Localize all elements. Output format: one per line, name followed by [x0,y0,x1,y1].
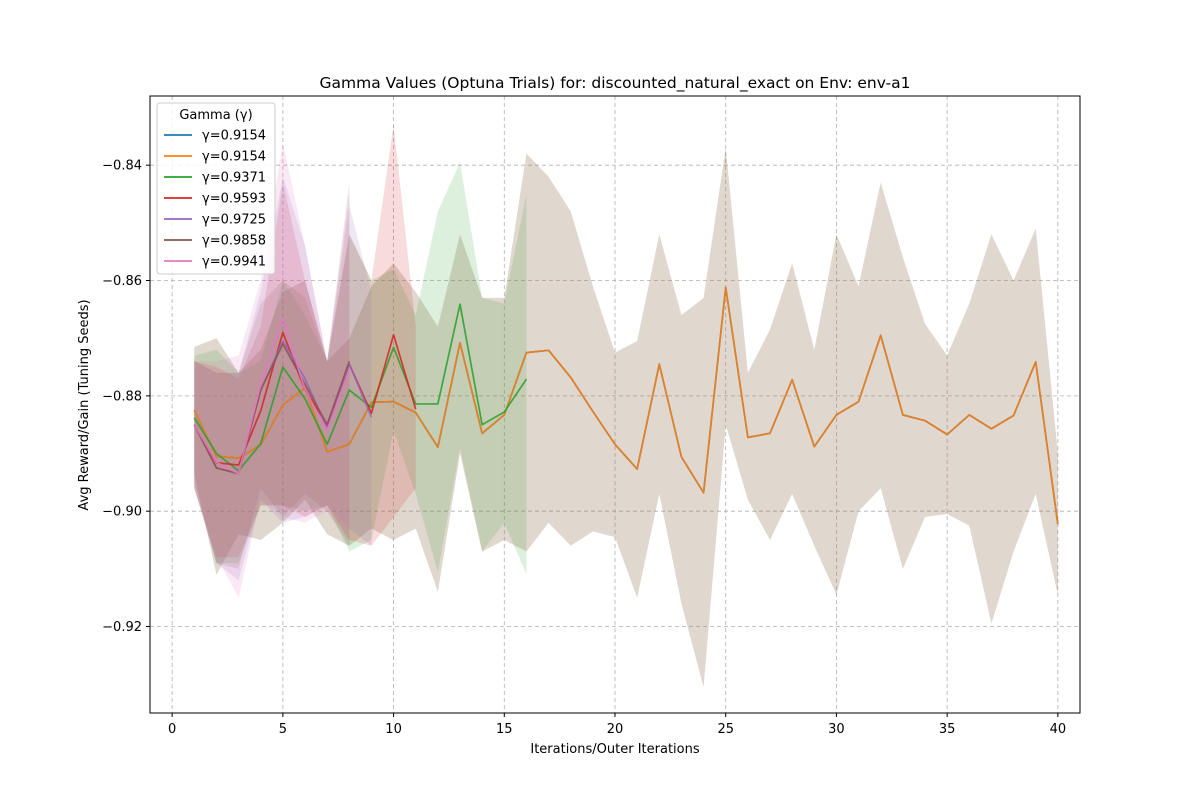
confidence-band-4 [194,124,416,558]
x-tick-label: 0 [168,722,176,737]
x-tick-label: 25 [717,722,734,737]
series-line-6 [193,343,351,475]
y-axis-label: Avg Reward/Gain (Tuning Seeds) [77,299,92,510]
series-line-7 [193,317,351,475]
grid-layer [150,96,1080,713]
x-tick-label: 30 [828,722,845,737]
x-tick-label: 15 [496,722,513,737]
confidence-band-3 [194,162,527,575]
legend-label: γ=0.9371 [202,171,266,186]
x-tick-label: 35 [939,722,956,737]
legend: Gamma (γ) γ=0.9154 γ=0.9154 γ=0.9371 γ=0.95… [156,102,276,275]
y-tick-label: −0.88 [102,389,142,404]
legend-label: γ=0.9941 [202,255,266,270]
x-tick-label: 10 [385,722,402,737]
x-tick-label: 20 [607,722,624,737]
confidence-band-5 [194,176,372,581]
y-tick-label: −0.84 [102,159,142,174]
legend-label: γ=0.9858 [202,234,266,249]
legend-items: γ=0.9154 γ=0.9154 γ=0.9371 γ=0.9593 γ=0.9725… [164,129,266,270]
y-tick-label: −0.90 [102,505,142,520]
series-line-2 [193,286,1059,525]
y-tick-label: −0.92 [102,620,142,635]
legend-label: γ=0.9725 [202,213,266,228]
legend-label: γ=0.9154 [202,129,266,144]
x-tick-label: 40 [1050,722,1067,737]
series-lines [193,286,1059,525]
confidence-band-2 [194,147,1058,688]
confidence-band-1 [194,147,1058,688]
series-line-3 [193,303,528,472]
legend-box [156,102,276,275]
axis-ticks: 0 5 10 15 20 25 30 35 40 −0.92 −0.90 −0.88 −0.86 −0.8… [102,159,1066,737]
legend-label: γ=0.9593 [202,192,266,207]
x-tick-label: 5 [279,722,287,737]
x-axis-label: Iterations/Outer Iterations [530,742,699,757]
chart-title: Gamma Values (Optuna Trials) for: discou… [320,74,911,93]
legend-label: γ=0.9154 [202,150,266,165]
legend-title: Gamma (γ) [179,108,252,123]
y-tick-label: −0.86 [102,274,142,289]
